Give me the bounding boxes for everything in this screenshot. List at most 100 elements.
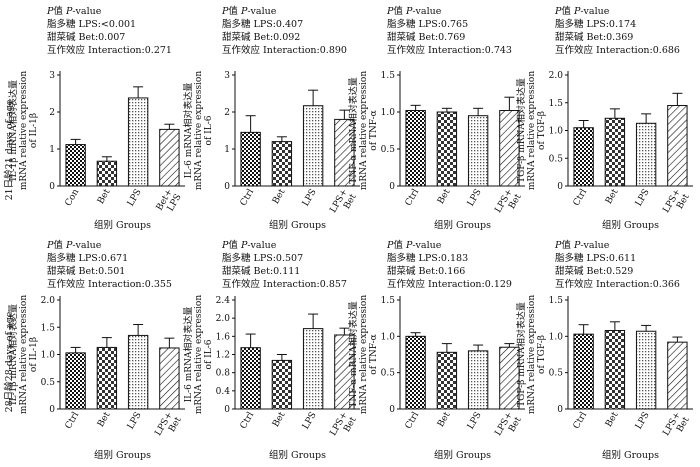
stat-line: 脂多糖 LPS:0.407: [222, 18, 303, 30]
x-axis-label: 组别 Groups: [602, 219, 659, 231]
y-tick-label: 2.0: [216, 314, 231, 324]
category-label: LPS: [301, 188, 319, 209]
stat-line: 甜菜碱 Bet:0.092: [222, 31, 300, 43]
bar: [127, 97, 149, 187]
bar: [467, 115, 489, 187]
y-axis-label-line: IL-6 mRNA相对表达量: [182, 83, 194, 179]
y-tick-label: 0: [224, 405, 230, 415]
category-label: LPS+Bet: [661, 187, 691, 220]
stat-line: 脂多糖 LPS:<0.001: [47, 18, 136, 30]
stat-line: 甜菜碱 Bet:0.166: [387, 265, 465, 277]
y-tick-label: 0: [49, 405, 55, 415]
y-tick-label: 1.0: [41, 351, 56, 361]
y-tick-label: 0.5: [549, 154, 564, 164]
y-axis-label: TNF-α mRNA相对表达量mRNA relative expressiono…: [347, 71, 379, 191]
y-tick-label: 1.2: [216, 351, 230, 361]
y-axis-label-line: mRNA relative expression: [19, 71, 29, 191]
pvalue-header: P值 P-value: [386, 5, 442, 17]
bar: [573, 127, 594, 187]
category-label: LPS: [466, 411, 484, 432]
y-tick-label: 1.0: [549, 332, 564, 342]
category-label: Bet: [436, 410, 453, 429]
category-label: LPS: [634, 188, 652, 209]
y-tick-label: 1.5: [549, 99, 564, 109]
x-axis-label: 组别 Groups: [94, 219, 151, 231]
stat-line: 甜菜碱 Bet:0.111: [222, 265, 300, 277]
pvalue-header: P值 P-value: [554, 239, 610, 251]
bar: [405, 335, 426, 410]
y-tick-label: 0: [557, 405, 563, 415]
stat-line: 互作效应 Interaction:0.743: [387, 44, 512, 56]
stat-line: 甜菜碱 Bet:0.369: [555, 31, 633, 43]
stat-line: 互作效应 Interaction:0.355: [47, 278, 172, 290]
y-axis-label: TGF-β mRNA相对表达量mRNA relative expressiono…: [515, 71, 547, 191]
y-axis-label-line: of IL-1β: [29, 337, 39, 372]
bar: [240, 347, 261, 410]
y-axis-label: IL-6 mRNA相对表达量mRNA relative expressionof…: [182, 295, 214, 415]
y-tick-label: 0.5: [549, 369, 564, 379]
category-label: Bet: [271, 187, 288, 206]
bar: [635, 122, 657, 187]
y-tick-label: 0: [389, 182, 395, 192]
category-label: LPS: [466, 188, 484, 209]
y-tick-label: 1.5: [549, 296, 564, 306]
category-label: Ctrl: [404, 410, 422, 430]
category-label: LPS: [634, 411, 652, 432]
x-axis-label: 组别 Groups: [434, 219, 491, 231]
stat-line: 脂多糖 LPS:0.507: [222, 252, 303, 264]
x-axis-label: 组别 Groups: [269, 449, 326, 461]
category-label: Ctrl: [572, 410, 590, 430]
y-axis-label-line: mRNA relative expression: [527, 295, 537, 415]
y-axis-label: IL-1β mRNA相对表达量mRNA relative expressiono…: [7, 71, 39, 191]
bar: [302, 328, 324, 410]
stat-line: 甜菜碱 Bet:0.501: [47, 265, 125, 277]
y-axis-label-line: TNF-α mRNA相对表达量: [347, 77, 359, 183]
category-label: LPS+Bet: [661, 410, 691, 443]
y-axis-label-line: mRNA relative expression: [359, 71, 369, 191]
x-axis-label: 组别 Groups: [94, 449, 151, 461]
category-label: Ctrl: [239, 410, 257, 430]
y-axis-label-line: of TGF-β: [537, 335, 547, 374]
bar: [604, 117, 626, 187]
category-label: Bet: [436, 187, 453, 206]
y-tick-label: 0: [389, 405, 395, 415]
bar: [159, 128, 180, 187]
x-axis-label: 组别 Groups: [602, 449, 659, 461]
bar: [604, 330, 626, 410]
y-tick-label: 1.0: [549, 127, 564, 137]
stat-line: 互作效应 Interaction:0.271: [47, 44, 172, 56]
y-tick-label: 0: [49, 182, 55, 192]
y-axis-label-line: mRNA relative expression: [19, 295, 29, 415]
x-axis-label: 组别 Groups: [269, 219, 326, 231]
category-label: Ctrl: [404, 187, 422, 207]
stat-line: 甜菜碱 Bet:0.529: [555, 265, 633, 277]
y-tick-label: 1.6: [216, 332, 231, 342]
bar: [271, 359, 293, 410]
category-label: Bet: [604, 187, 621, 206]
y-tick-label: 0.8: [216, 369, 231, 379]
category-label: Bet: [604, 410, 621, 429]
stat-line: 脂多糖 LPS:0.183: [387, 252, 468, 264]
y-axis-label-line: mRNA relative expression: [194, 71, 204, 191]
y-axis-label-line: mRNA relative expression: [194, 295, 204, 415]
y-tick-label: 2.0: [41, 296, 56, 306]
stat-line: 脂多糖 LPS:0.765: [387, 18, 468, 30]
bar: [667, 341, 688, 410]
pvalue-header: P值 P-value: [221, 5, 277, 17]
y-tick-label: 0: [557, 182, 563, 192]
category-label: LPS+Bet: [493, 410, 523, 443]
y-axis-label-line: of TGF-β: [537, 111, 547, 150]
bar: [96, 160, 118, 187]
bar: [96, 346, 118, 410]
stat-line: 互作效应 Interaction:0.857: [222, 278, 347, 290]
y-tick-label: 2: [49, 108, 55, 118]
category-label: LPS: [301, 411, 319, 432]
